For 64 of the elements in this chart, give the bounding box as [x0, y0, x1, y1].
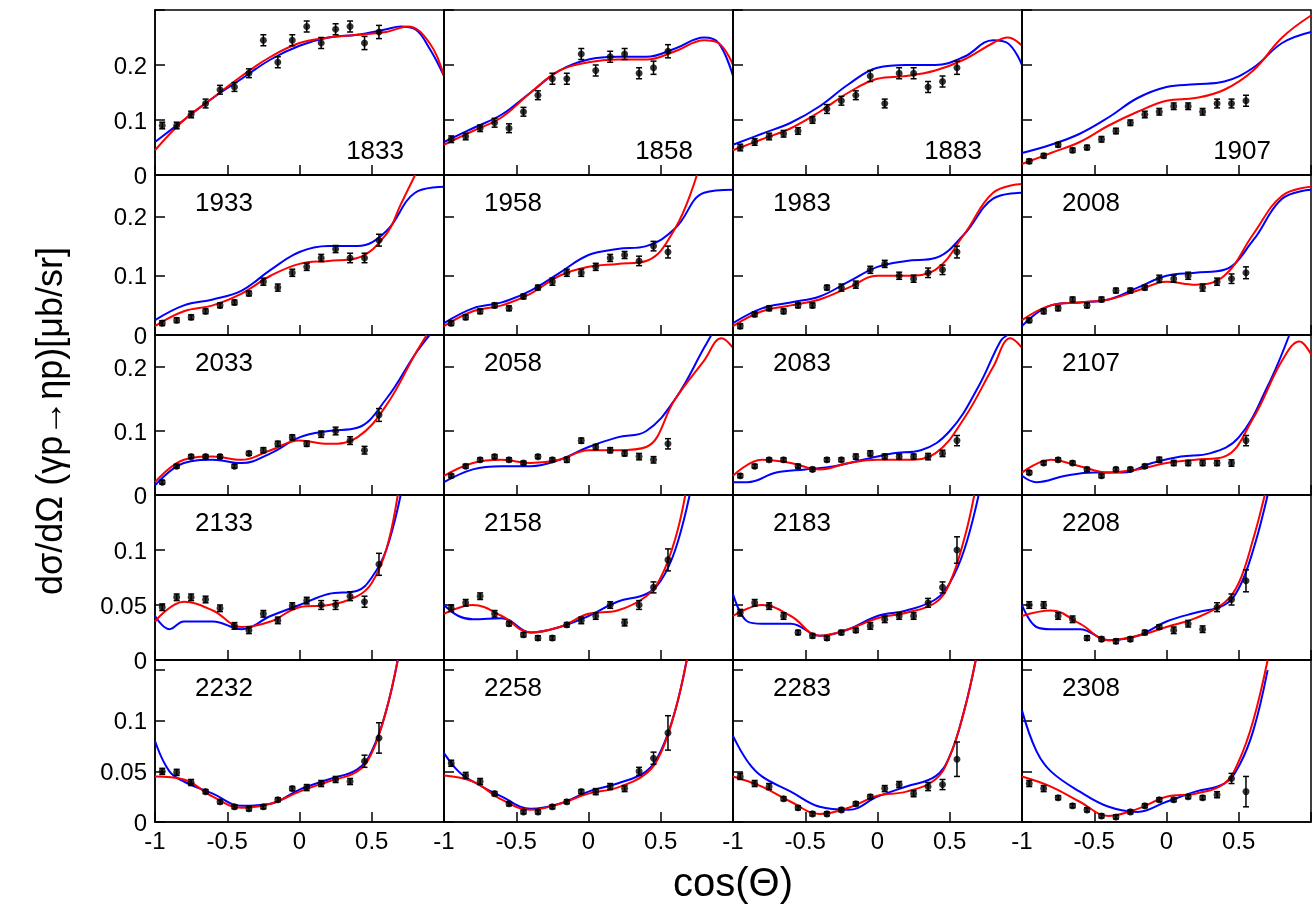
x-tick-label: 0 [1159, 826, 1174, 854]
y-tick-label: 0.1 [113, 417, 147, 445]
y-tick-label: 0 [133, 808, 147, 836]
annotation: 2183 [773, 507, 831, 537]
annotation: 2258 [484, 672, 542, 702]
annotation: 1833 [346, 135, 404, 165]
point [375, 560, 383, 568]
point [953, 64, 961, 72]
annotation: 2232 [195, 672, 253, 702]
annotation: 2083 [773, 347, 831, 377]
y-tick-label: 0.2 [113, 202, 147, 230]
annotation: 1958 [484, 187, 542, 217]
x-tick-label: -0.5 [206, 826, 248, 854]
x-tick-label: 0.5 [644, 826, 678, 854]
annotation: 2158 [484, 507, 542, 537]
y-tick-label: 0.05 [100, 591, 147, 619]
point [664, 47, 672, 55]
point [953, 755, 961, 763]
annotation: 2008 [1062, 187, 1120, 217]
x-tick-label: 0.5 [1222, 826, 1256, 854]
x-tick-label: 0 [581, 826, 596, 854]
x-tick-label: -1 [722, 826, 744, 854]
point [1242, 577, 1250, 585]
annotation: 1858 [635, 135, 693, 165]
annotation: 2033 [195, 347, 253, 377]
annotation: 1907 [1213, 135, 1271, 165]
annotation: 1933 [195, 187, 253, 217]
x-tick-label: -0.5 [495, 826, 537, 854]
annotation: 2058 [484, 347, 542, 377]
point [650, 64, 658, 72]
annotation: 2107 [1062, 347, 1120, 377]
point [1242, 788, 1250, 796]
x-tick-label: 0.5 [355, 826, 389, 854]
y-axis-title: dσ/dΩ (γp→ηp)[μb/sr] [29, 246, 71, 597]
y-tick-label: 0 [133, 161, 147, 189]
y-tick-label: 0 [133, 481, 147, 509]
y-tick-label: 0.2 [113, 353, 147, 381]
x-axis-title: cos(Θ) [672, 860, 794, 905]
line-series [154, 174, 417, 328]
x-tick-label: 0.5 [933, 826, 967, 854]
annotation: 1983 [773, 187, 831, 217]
point [650, 754, 658, 762]
y-tick-label: 0.1 [113, 707, 147, 735]
annotation: 2133 [195, 507, 253, 537]
y-tick-label: 0 [133, 646, 147, 674]
point [361, 39, 369, 47]
y-tick-label: 0.05 [100, 757, 147, 785]
x-tick-label: 0 [292, 826, 307, 854]
annotation: 1883 [924, 135, 982, 165]
x-tick-label: -1 [433, 826, 455, 854]
x-tick-label: -0.5 [1073, 826, 1115, 854]
annotation: 2308 [1062, 672, 1120, 702]
line-series [154, 185, 445, 322]
x-tick-label: -0.5 [784, 826, 826, 854]
y-tick-label: 0.1 [113, 106, 147, 134]
annotation: 2208 [1062, 507, 1120, 537]
y-tick-label: 0.1 [113, 262, 147, 290]
y-tick-label: 0.2 [113, 51, 147, 79]
x-tick-label: 0 [870, 826, 885, 854]
y-tick-label: 0.1 [113, 536, 147, 564]
point [361, 757, 369, 765]
annotation: 2283 [773, 672, 831, 702]
y-tick-label: 0 [133, 321, 147, 349]
x-tick-label: -1 [1011, 826, 1033, 854]
